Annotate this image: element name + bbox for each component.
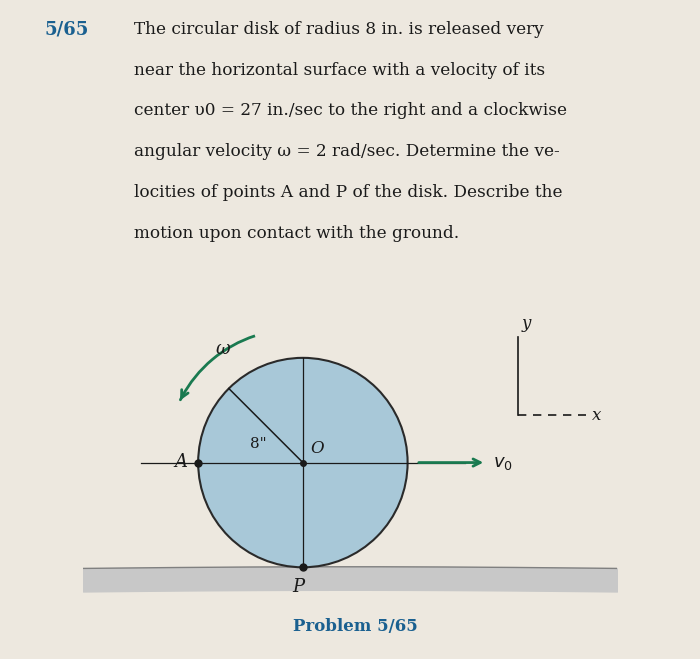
Text: O: O [310, 440, 324, 457]
Text: locities of points A and P of the disk. Describe the: locities of points A and P of the disk. … [134, 184, 563, 201]
Text: The circular disk of radius 8 in. is released very: The circular disk of radius 8 in. is rel… [134, 20, 544, 38]
Text: P: P [293, 578, 304, 596]
Text: near the horizontal surface with a velocity of its: near the horizontal surface with a veloc… [134, 61, 545, 78]
Text: x: x [592, 407, 601, 424]
Text: 8": 8" [250, 437, 267, 451]
Text: 5/65: 5/65 [45, 20, 89, 39]
Text: center υ0 = 27 in./sec to the right and a clockwise: center υ0 = 27 in./sec to the right and … [134, 102, 567, 119]
Text: $v_0$: $v_0$ [494, 453, 513, 472]
Text: ω: ω [216, 339, 230, 358]
Circle shape [198, 358, 407, 567]
Text: Problem 5/65: Problem 5/65 [293, 618, 418, 635]
Text: y: y [522, 314, 531, 331]
Text: motion upon contact with the ground.: motion upon contact with the ground. [134, 225, 459, 242]
Text: angular velocity ω = 2 rad/sec. Determine the ve-: angular velocity ω = 2 rad/sec. Determin… [134, 143, 560, 160]
Text: A: A [175, 453, 188, 471]
